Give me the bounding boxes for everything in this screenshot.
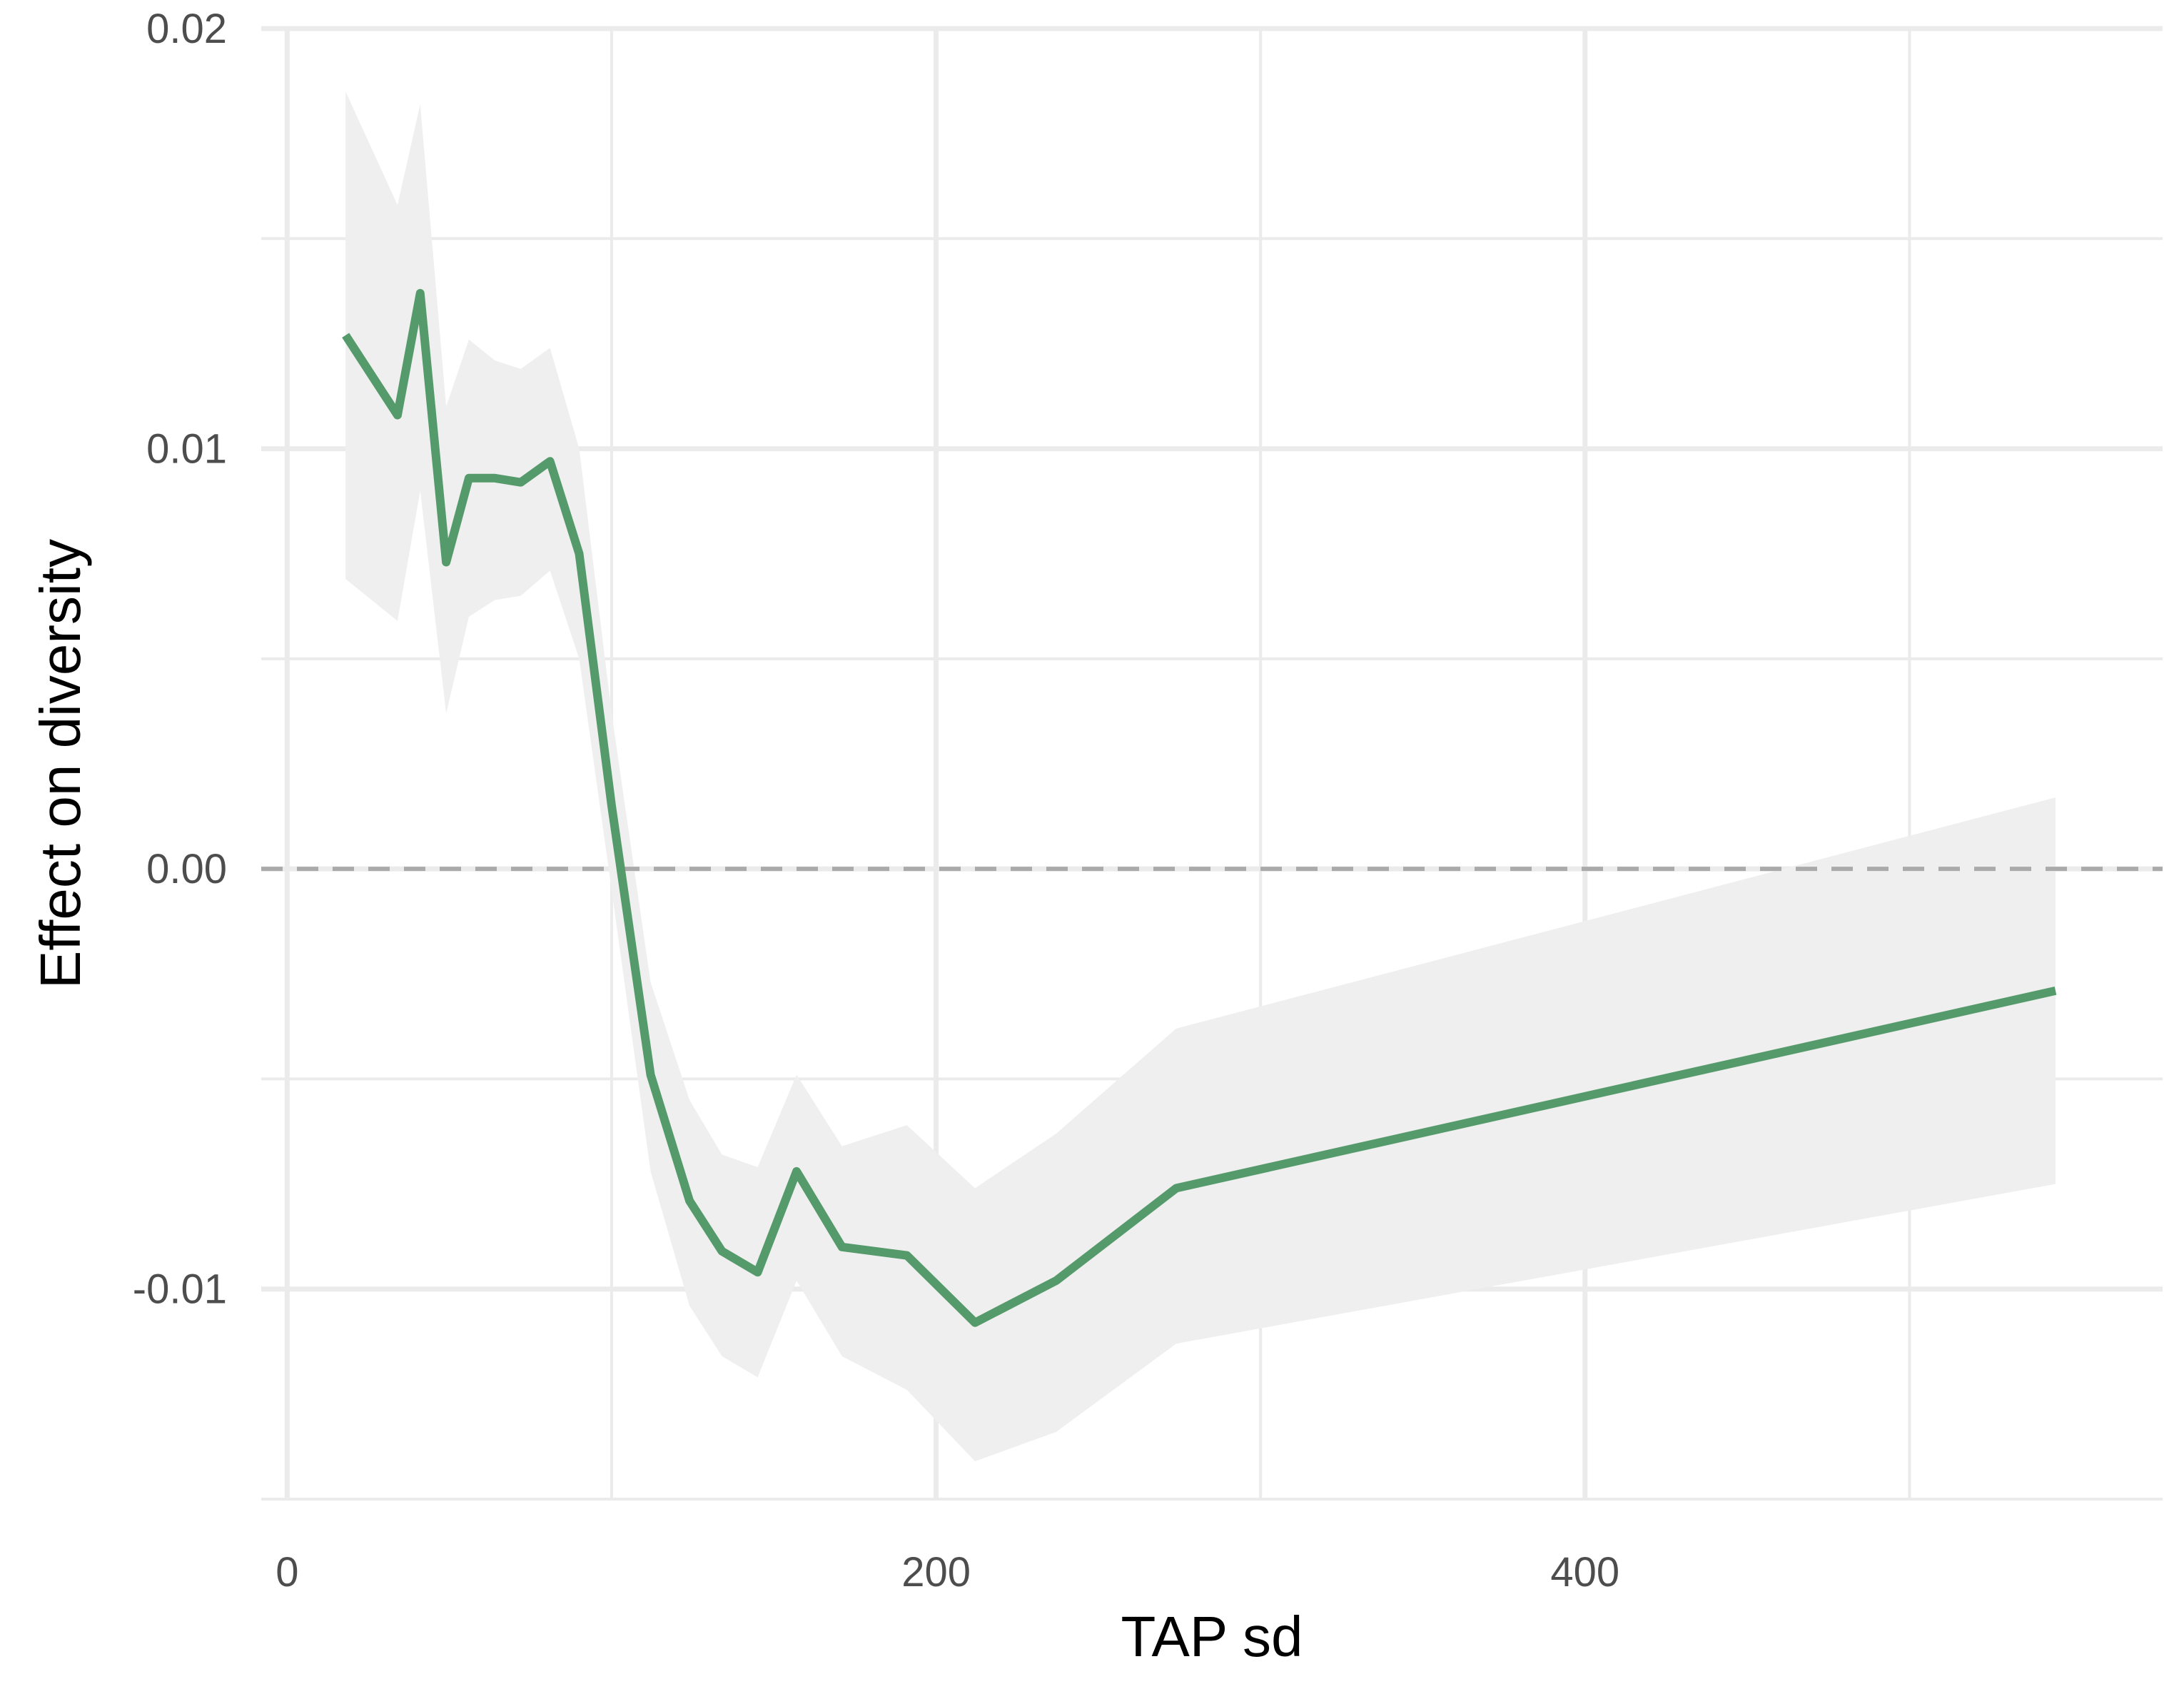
x-axis-tick-labels: 0 200 400 xyxy=(275,1549,1619,1595)
y-tick-label: -0.01 xyxy=(133,1266,227,1313)
x-tick-label: 400 xyxy=(1550,1549,1619,1595)
x-axis-title: TAP sd xyxy=(1121,1605,1303,1668)
x-tick-label: 200 xyxy=(901,1549,971,1595)
series-line xyxy=(342,288,2057,1327)
y-tick-label: 0.02 xyxy=(146,6,227,52)
y-tick-label: 0.01 xyxy=(146,426,227,473)
confidence-band xyxy=(345,91,2056,1462)
y-axis-tick-labels: -0.01 0.00 0.01 0.02 xyxy=(133,6,227,1313)
y-tick-label: 0.00 xyxy=(146,846,227,892)
y-axis-title: Effect on diversity xyxy=(29,539,92,989)
x-tick-label: 0 xyxy=(275,1549,298,1595)
